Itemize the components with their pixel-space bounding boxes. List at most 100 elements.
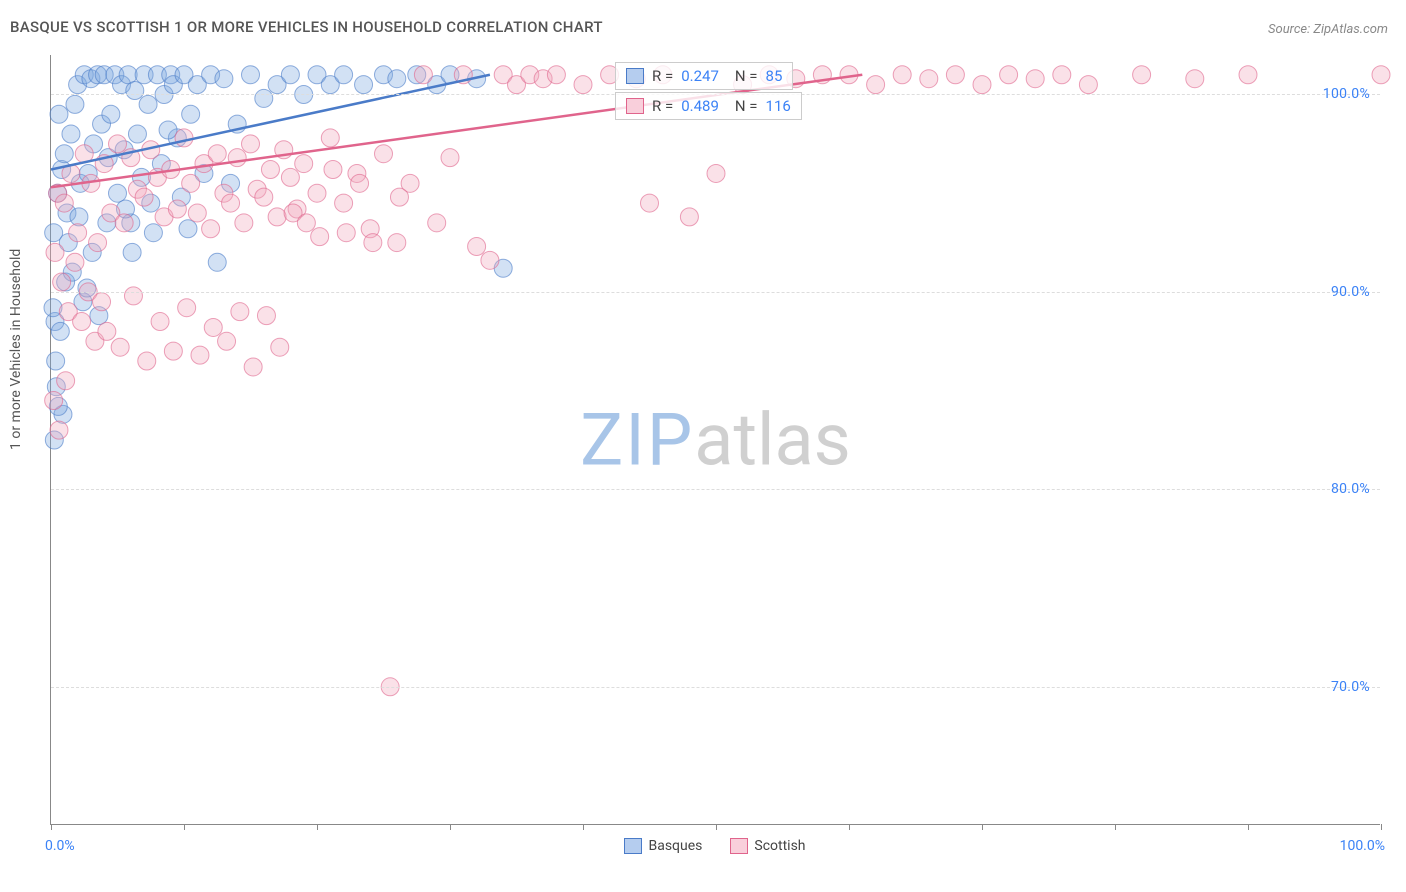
x-tick [982,824,983,830]
x-tick [716,824,717,830]
data-point [244,358,262,376]
data-point [308,184,326,202]
stat-box: R =0.489N =116 [615,92,802,120]
data-point [255,89,273,107]
data-point [218,332,236,350]
data-point [641,194,659,212]
data-point [1053,66,1071,84]
data-point [1079,76,1097,94]
data-point [231,303,249,321]
data-point [281,168,299,186]
data-point [973,76,991,94]
data-point [175,129,193,147]
data-point [139,95,157,113]
stat-swatch [626,68,644,84]
gridline [51,292,1380,293]
data-point [119,66,137,84]
data-point [124,287,142,305]
data-point [388,70,406,88]
x-tick [1248,824,1249,830]
data-point [1133,66,1151,84]
legend-label: Scottish [754,838,805,854]
data-point [109,135,127,153]
data-point [168,200,186,218]
data-point [364,234,382,252]
x-tick [583,824,584,830]
data-point [1000,66,1018,84]
data-point [144,224,162,242]
data-point [255,188,273,206]
stat-n-value: 85 [766,67,783,85]
data-point [547,66,565,84]
data-point [257,307,275,325]
data-point [182,105,200,123]
data-point [235,214,253,232]
data-point [324,161,342,179]
data-point [46,243,64,261]
data-point [50,421,68,439]
data-point [191,346,209,364]
data-point [89,234,107,252]
data-point [388,234,406,252]
data-point [111,338,129,356]
data-point [138,352,156,370]
data-point [66,95,84,113]
stat-r-label: R = [652,67,673,85]
data-point [335,194,353,212]
data-point [188,204,206,222]
data-point [321,129,339,147]
stat-r-label: R = [652,97,673,115]
data-point [468,238,486,256]
data-point [375,145,393,163]
data-point [920,70,938,88]
data-point [215,70,233,88]
legend-item: Scottish [730,838,805,854]
data-point [1186,70,1204,88]
data-point [481,251,499,269]
data-point [295,155,313,173]
data-point [128,125,146,143]
data-point [1372,66,1390,84]
data-point [351,174,369,192]
data-point [441,149,459,167]
data-point [45,392,63,410]
x-tick [184,824,185,830]
data-point [126,82,144,100]
data-point [164,342,182,360]
data-point [208,145,226,163]
data-point [311,228,329,246]
x-tick [849,824,850,830]
x-tick [1381,824,1382,830]
legend: Basques Scottish [50,838,1380,858]
stat-r-value: 0.247 [681,67,719,85]
gridline [51,687,1380,688]
stat-r-value: 0.489 [681,97,719,115]
data-point [109,184,127,202]
data-point [102,105,120,123]
y-tick-label: 100.0% [1323,86,1370,102]
data-point [893,66,911,84]
data-point [268,208,286,226]
data-point [204,318,222,336]
data-point [53,273,71,291]
data-point [335,66,353,84]
data-point [390,188,408,206]
data-point [73,313,91,331]
stat-n-label: N = [735,67,758,85]
data-point [271,338,289,356]
data-point [115,214,133,232]
plot-area: ZIPatlas 70.0%80.0%90.0%100.0% [50,55,1380,825]
data-point [228,149,246,167]
legend-swatch [624,838,642,854]
data-point [202,220,220,238]
data-point [179,220,197,238]
data-point [867,76,885,94]
y-tick-label: 80.0% [1331,481,1370,497]
data-point [57,372,75,390]
data-point [69,224,87,242]
data-point [70,208,88,226]
x-tick [1115,824,1116,830]
data-point [242,135,260,153]
stat-n-label: N = [735,97,758,115]
legend-label: Basques [648,838,702,854]
